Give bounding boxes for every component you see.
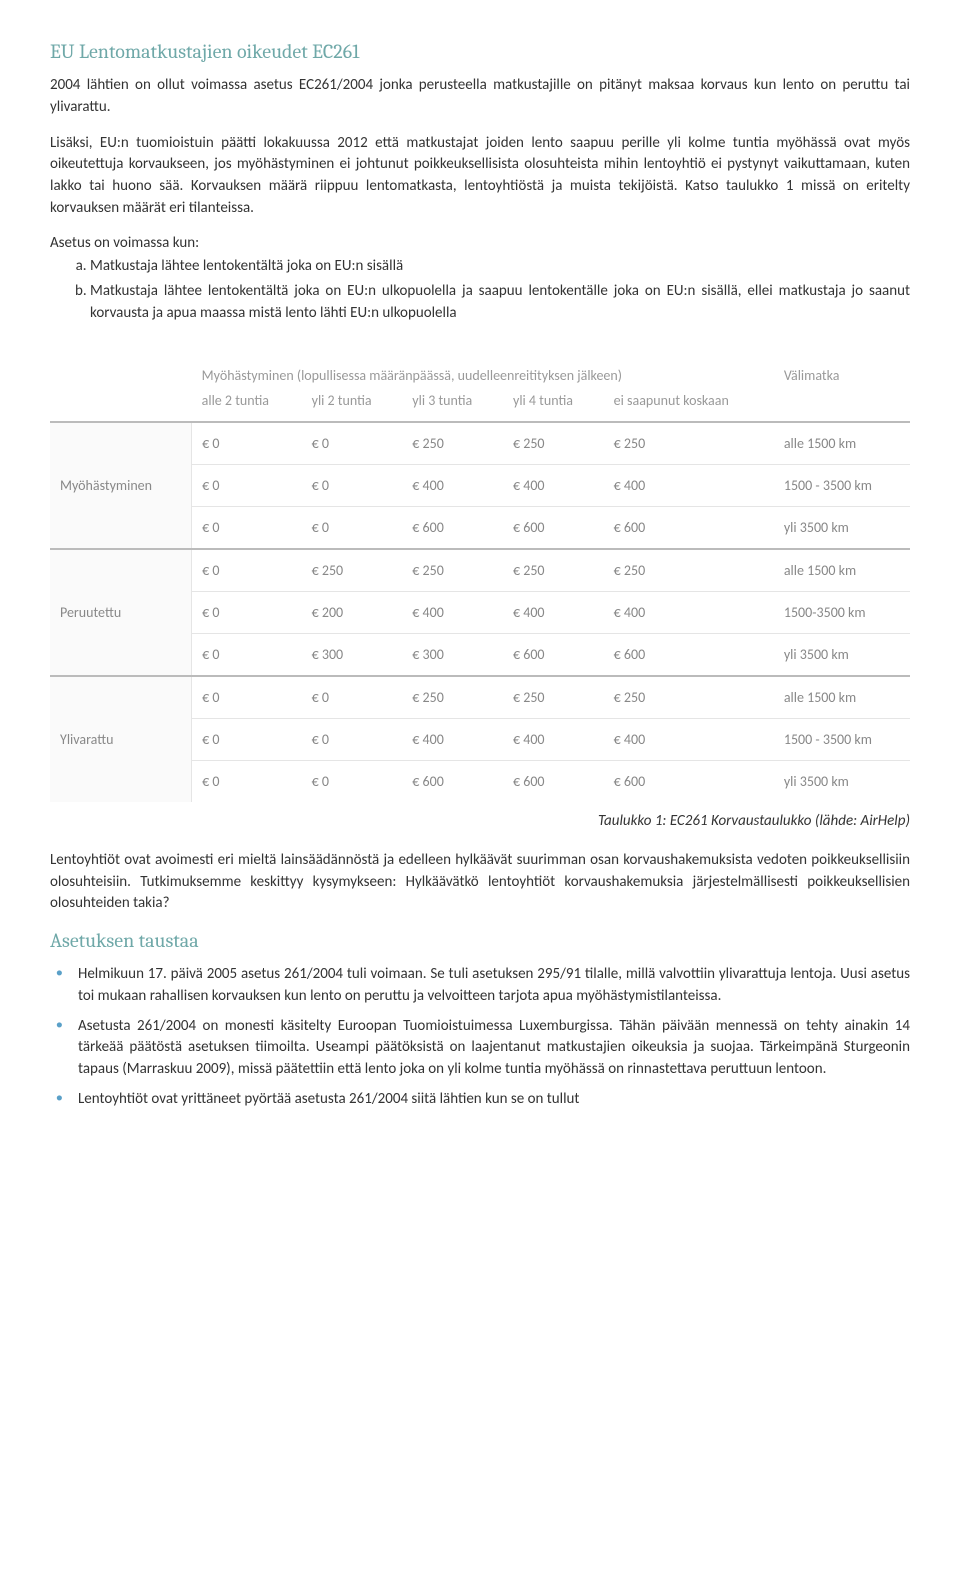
table-cell: € 600 xyxy=(503,506,604,549)
table-cell: € 0 xyxy=(192,633,302,676)
table-cell: € 250 xyxy=(402,549,503,592)
table-cell: € 250 xyxy=(503,676,604,719)
table-cell: € 600 xyxy=(402,506,503,549)
table-cell: € 0 xyxy=(302,718,403,760)
table-col: yli 4 tuntia xyxy=(503,388,604,422)
table-col: ei saapunut koskaan xyxy=(604,388,774,422)
table-distance-cell: yli 3500 km xyxy=(774,633,910,676)
table-cell: € 400 xyxy=(604,591,774,633)
table-distance-cell: 1500 - 3500 km xyxy=(774,718,910,760)
table-col: yli 3 tuntia xyxy=(402,388,503,422)
table-cell: € 600 xyxy=(604,760,774,802)
list-item: Matkustaja lähtee lentokentältä joka on … xyxy=(90,256,910,278)
list-item: Matkustaja lähtee lentokentältä joka on … xyxy=(90,281,910,325)
table-cell: € 400 xyxy=(604,718,774,760)
table-cell: € 0 xyxy=(302,506,403,549)
table-distance-cell: yli 3500 km xyxy=(774,506,910,549)
compensation-table-wrap: Myöhästyminen (lopullisessa määränpäässä… xyxy=(50,355,910,802)
table-col: yli 2 tuntia xyxy=(302,388,403,422)
table-cell: € 250 xyxy=(604,549,774,592)
compensation-table: Myöhästyminen (lopullisessa määränpäässä… xyxy=(50,355,910,802)
table-cell: € 250 xyxy=(402,676,503,719)
table-cell: € 600 xyxy=(604,506,774,549)
table-cell: € 400 xyxy=(604,464,774,506)
table-cell: € 250 xyxy=(402,422,503,465)
table-cell: € 250 xyxy=(503,422,604,465)
table-cell: € 250 xyxy=(604,676,774,719)
table-cell: € 300 xyxy=(302,633,403,676)
table-cell: € 250 xyxy=(302,549,403,592)
table-row-group-label: Peruutettu xyxy=(50,549,192,676)
table-distance-cell: yli 3500 km xyxy=(774,760,910,802)
table-cell: € 0 xyxy=(192,464,302,506)
table-cell: € 250 xyxy=(604,422,774,465)
table-cell: € 0 xyxy=(192,760,302,802)
table-distance-cell: alle 1500 km xyxy=(774,549,910,592)
conditions-list: Matkustaja lähtee lentokentältä joka on … xyxy=(50,256,910,325)
table-cell: € 400 xyxy=(503,591,604,633)
list-heading: Asetus on voimassa kun: xyxy=(50,234,910,252)
table-cell: € 0 xyxy=(302,760,403,802)
section-heading-background: Asetuksen taustaa xyxy=(50,929,910,952)
table-col: alle 2 tuntia xyxy=(192,388,302,422)
table-cell: € 0 xyxy=(302,676,403,719)
table-caption: Taulukko 1: EC261 Korvaustaulukko (lähde… xyxy=(50,812,910,830)
table-cell: € 600 xyxy=(503,760,604,802)
table-cell: € 200 xyxy=(302,591,403,633)
table-distance-cell: alle 1500 km xyxy=(774,676,910,719)
table-cell: € 0 xyxy=(192,718,302,760)
table-cell: € 400 xyxy=(503,718,604,760)
table-corner xyxy=(50,355,192,388)
table-cell: € 400 xyxy=(402,718,503,760)
table-blank xyxy=(50,388,192,422)
section-heading-rights: EU Lentomatkustajien oikeudet EC261 xyxy=(50,40,910,63)
table-cell: € 0 xyxy=(192,506,302,549)
background-bullets: Helmikuun 17. päivä 2005 asetus 261/2004… xyxy=(50,964,910,1111)
bullet-item: Lentoyhtiöt ovat yrittäneet pyörtää aset… xyxy=(78,1089,910,1111)
paragraph-intro: 2004 lähtien on ollut voimassa asetus EC… xyxy=(50,75,910,119)
bullet-item: Asetusta 261/2004 on monesti käsitelty E… xyxy=(78,1016,910,1081)
table-cell: € 0 xyxy=(302,422,403,465)
table-row-group-label: Ylivarattu xyxy=(50,676,192,802)
table-cell: € 600 xyxy=(503,633,604,676)
table-row-group-label: Myöhästyminen xyxy=(50,422,192,549)
table-blank xyxy=(774,388,910,422)
table-cell: € 400 xyxy=(503,464,604,506)
table-cell: € 0 xyxy=(192,422,302,465)
table-distance-cell: alle 1500 km xyxy=(774,422,910,465)
table-cell: € 600 xyxy=(402,760,503,802)
table-distance-cell: 1500 - 3500 km xyxy=(774,464,910,506)
table-cell: € 0 xyxy=(192,591,302,633)
table-cell: € 0 xyxy=(302,464,403,506)
table-cell: € 400 xyxy=(402,591,503,633)
paragraph-court: Lisäksi, EU:n tuomioistuin päätti lokaku… xyxy=(50,133,910,220)
table-cell: € 250 xyxy=(503,549,604,592)
table-distance-header: Välimatka xyxy=(774,355,910,388)
table-cell: € 300 xyxy=(402,633,503,676)
table-distance-cell: 1500-3500 km xyxy=(774,591,910,633)
table-cell: € 600 xyxy=(604,633,774,676)
table-group-header: Myöhästyminen (lopullisessa määränpäässä… xyxy=(192,355,774,388)
table-cell: € 0 xyxy=(192,549,302,592)
table-cell: € 400 xyxy=(402,464,503,506)
paragraph-research: Lentoyhtiöt ovat avoimesti eri mieltä la… xyxy=(50,850,910,915)
table-cell: € 0 xyxy=(192,676,302,719)
bullet-item: Helmikuun 17. päivä 2005 asetus 261/2004… xyxy=(78,964,910,1008)
